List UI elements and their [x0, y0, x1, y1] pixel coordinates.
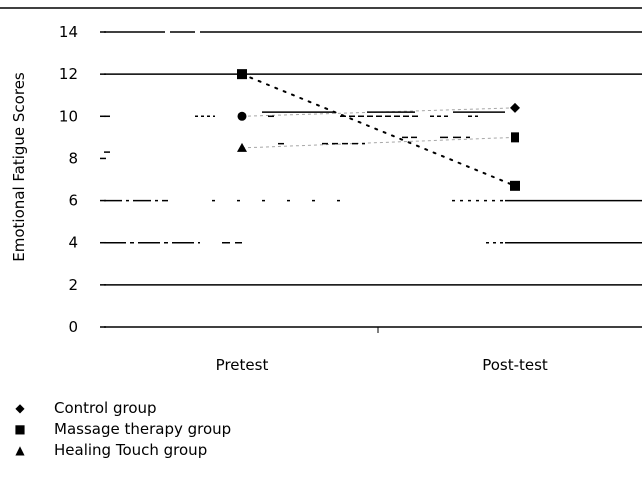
decorative-dashes: [104, 115, 505, 244]
y-tick-label-0: 0: [68, 318, 78, 336]
x-axis-categories: Pretest Post-test: [216, 356, 548, 374]
series-line-1: [241, 73, 516, 187]
series-0-point-1: [510, 102, 520, 113]
triangle-marker-icon: ▲: [15, 443, 25, 457]
y-tick-label-14: 14: [59, 23, 78, 41]
series-1-point-0: [237, 69, 247, 80]
gridlines: [104, 31, 642, 286]
x-category-1: Post-test: [482, 356, 548, 374]
series-line-2: [241, 136, 516, 149]
series-1-point-1: [510, 180, 520, 191]
legend-label-control: Control group: [54, 399, 157, 417]
y-tick-label-12: 12: [59, 65, 78, 83]
y-tick-label-6: 6: [68, 192, 78, 210]
y-axis-ticks: 0 2 4 6 8 10 12 14: [59, 23, 106, 336]
y-tick-label-10: 10: [59, 107, 78, 125]
legend-label-healing-touch: Healing Touch group: [54, 441, 208, 459]
y-axis-label: Emotional Fatigue Scores: [10, 72, 28, 262]
y-tick-label-2: 2: [68, 276, 78, 294]
y-tick-label-4: 4: [68, 234, 78, 252]
legend: ◆ Control group ■ Massage therapy group …: [8, 398, 231, 461]
legend-item-healing-touch: ▲ Healing Touch group: [8, 440, 231, 461]
diamond-marker-icon: ◆: [15, 401, 25, 415]
legend-item-massage: ■ Massage therapy group: [8, 419, 231, 440]
legend-item-control: ◆ Control group: [8, 398, 231, 419]
square-marker-icon: ■: [14, 422, 26, 436]
series-group: [237, 69, 520, 191]
x-category-0: Pretest: [216, 356, 269, 374]
y-tick-label-8: 8: [68, 149, 78, 167]
series-2-point-0: [237, 142, 247, 152]
emotional-fatigue-chart: 0 2 4 6 8 10 12 14 Pretest Post-test Emotional F…: [0, 7, 642, 374]
legend-label-massage: Massage therapy group: [54, 420, 232, 438]
series-0-point-0: [237, 111, 247, 121]
series-2-point-1: [511, 132, 519, 143]
